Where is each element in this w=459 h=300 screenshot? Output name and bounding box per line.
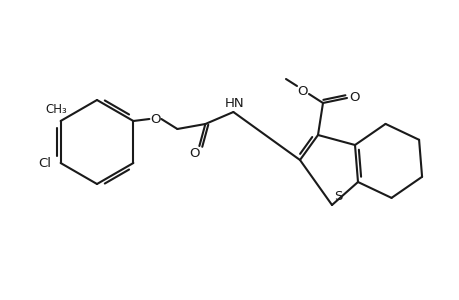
Text: O: O [349,91,359,103]
Text: Cl: Cl [38,157,51,169]
Text: O: O [150,112,160,125]
Text: S: S [333,190,341,203]
Text: HN: HN [224,97,244,110]
Text: CH₃: CH₃ [45,103,67,116]
Text: O: O [297,85,308,98]
Text: O: O [189,146,199,160]
